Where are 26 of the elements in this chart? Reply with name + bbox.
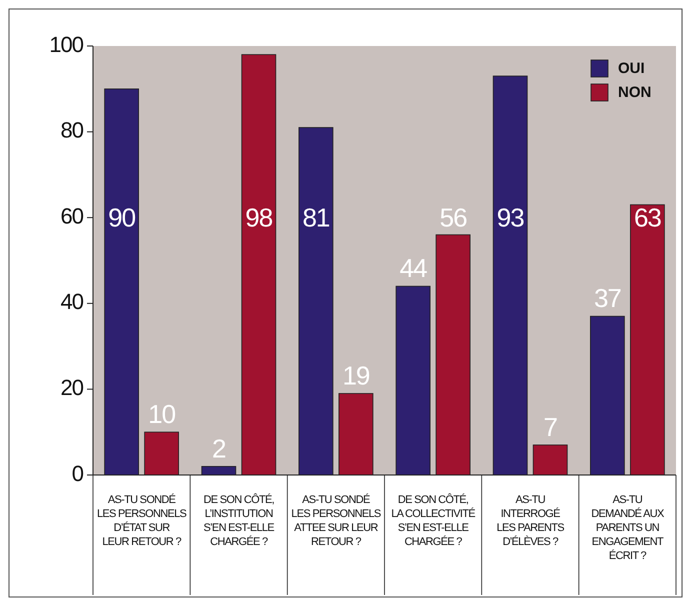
data-label: 81	[302, 202, 330, 232]
x-tick-label: AS-TU INTERROGÉ LES PARENTS D’ÉLÈVES ?	[496, 494, 564, 548]
x-tick-label: AS-TU SONDÉ LES PERSONNELS D’ÉTAT SUR LEUR RETOUR ?	[96, 493, 187, 548]
data-label: 93	[496, 202, 524, 232]
legend-label: OUI	[618, 60, 645, 77]
data-label: 90	[108, 202, 136, 232]
x-tick-label: AS-TU SONDÉ LES PERSONNELS ATTEE SUR LEUR RETOUR ?	[291, 493, 381, 548]
data-label: 7	[544, 412, 558, 442]
data-label: 19	[342, 360, 370, 390]
data-label: 37	[594, 283, 622, 314]
x-tick-label: DE SON CÔTÉ, LA COLLECTIVITÉ S’EN EST-ELLE CHARGÉE ?	[391, 493, 476, 548]
y-tick-label: 20	[60, 375, 84, 400]
y-tick-label: 0	[72, 460, 84, 486]
y-tick-label: 100	[49, 32, 84, 57]
data-label: 56	[440, 202, 468, 232]
y-tick-label: 60	[60, 203, 84, 228]
data-label: 10	[148, 398, 176, 429]
y-tick-label: 40	[60, 289, 84, 314]
data-label: 63	[634, 202, 662, 232]
data-label: 2	[212, 433, 226, 464]
data-label: 44	[400, 253, 428, 284]
x-tick-label: AS-TU DEMANDÉ AUX PARENTS UN ENGAGEMENT ÉCRIT ?	[591, 494, 665, 562]
legend-label: NON	[618, 84, 652, 101]
x-tick-label: DE SON CÔTÉ, L’INSTITUTION S’EN EST-ELLE CHARGÉE ?	[204, 493, 275, 548]
data-label: 98	[245, 202, 273, 232]
y-tick-label: 80	[60, 118, 84, 143]
